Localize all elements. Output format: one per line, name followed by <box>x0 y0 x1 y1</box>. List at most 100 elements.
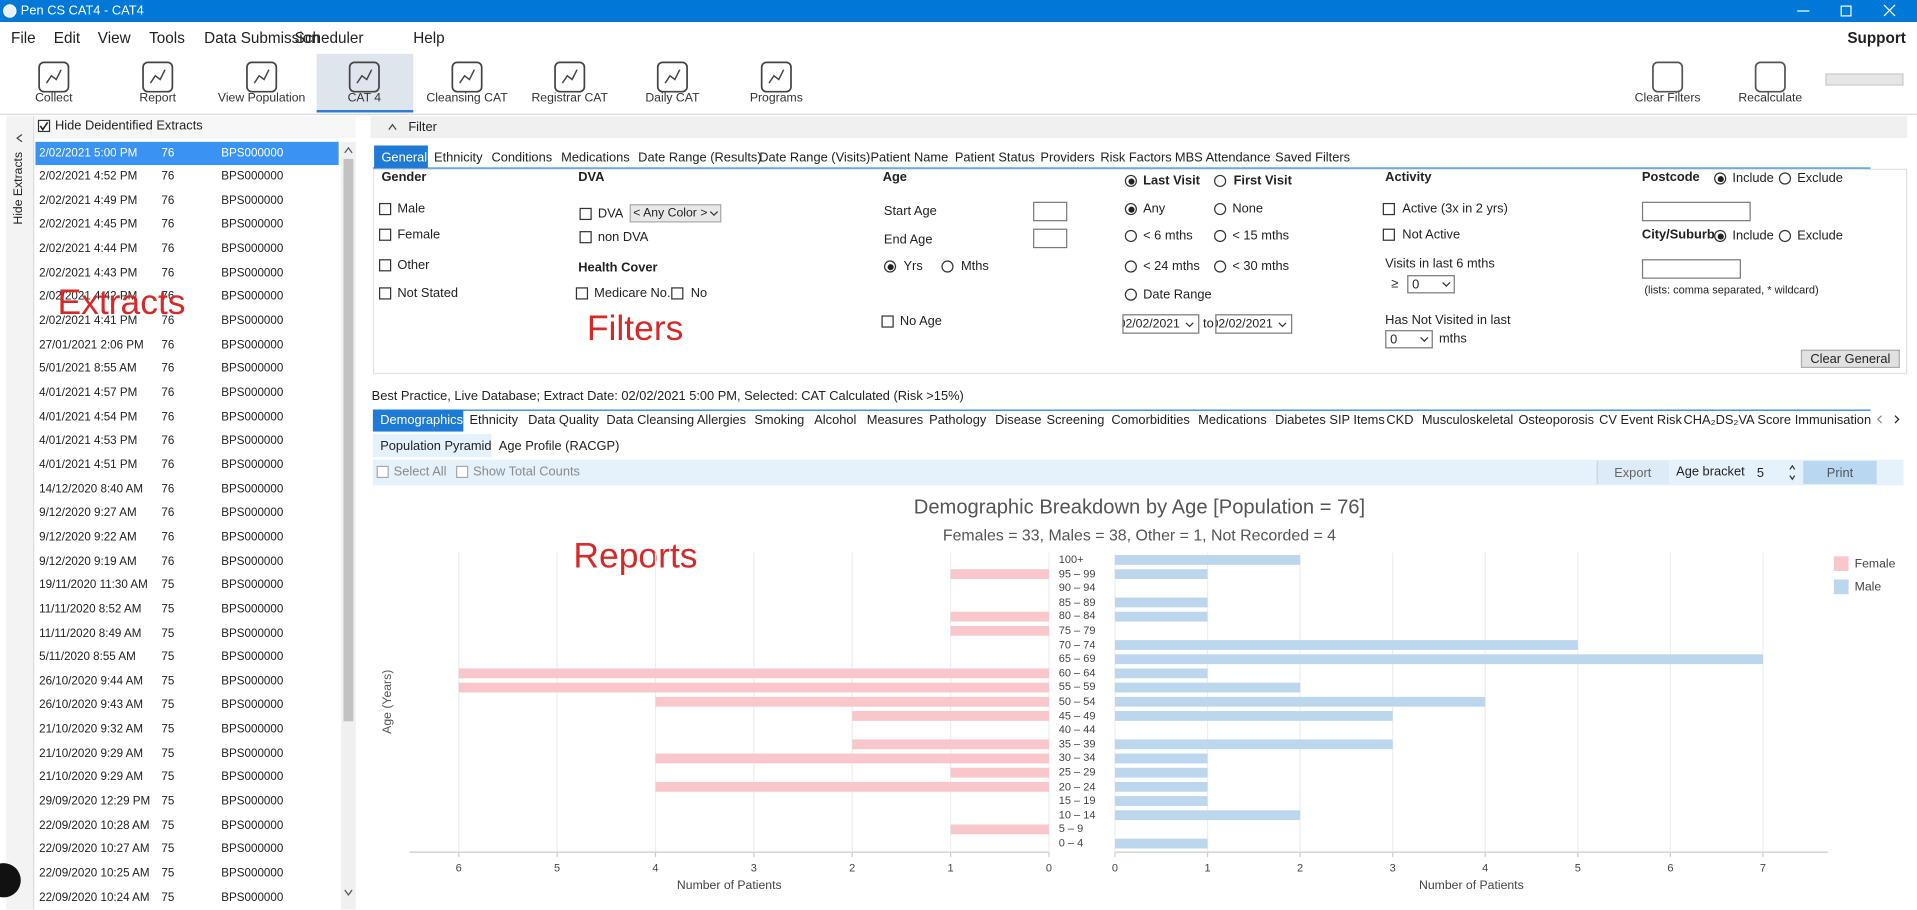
extract-date[interactable]: 9/12/2020 9:22 AM <box>39 530 137 544</box>
tool-button[interactable]: Collect <box>35 91 73 106</box>
extract-date[interactable]: 2/02/2021 4:44 PM <box>39 242 138 256</box>
extract-date[interactable]: 22/09/2020 10:28 AM <box>39 818 150 833</box>
hide-deidentified[interactable]: Hide Deidentified Extracts <box>55 118 203 134</box>
extract-date[interactable]: 11/11/2020 8:52 AM <box>39 602 142 616</box>
extract-date[interactable]: 19/11/2020 11:30 AM <box>39 578 148 592</box>
color-select[interactable] <box>629 204 722 223</box>
filter-tab[interactable]: Risk Factors <box>1100 149 1172 165</box>
tool-button[interactable]: Programs <box>749 91 803 106</box>
radio[interactable] <box>1214 174 1227 188</box>
button-label[interactable]: Print <box>1826 465 1854 480</box>
extract-date[interactable]: 26/10/2020 9:44 AM <box>39 674 144 689</box>
end-age-input[interactable] <box>1033 228 1068 249</box>
extract-date[interactable]: 4/01/2021 4:54 PM <box>39 410 138 424</box>
extract-date[interactable]: 4/01/2021 4:53 PM <box>39 434 138 448</box>
checkbox[interactable] <box>671 287 684 300</box>
sub-tab[interactable]: Population Pyramid <box>380 438 492 454</box>
extract-date[interactable]: 27/01/2021 2:06 PM <box>39 338 144 352</box>
checkbox[interactable] <box>579 231 592 244</box>
checkbox[interactable] <box>579 207 592 221</box>
checkbox[interactable] <box>378 287 392 300</box>
filter-tab[interactable]: Date Range (Results) <box>638 149 762 165</box>
radio[interactable] <box>1214 260 1227 273</box>
filter-tab[interactable]: MBS Attendance <box>1174 149 1271 165</box>
radio[interactable] <box>1124 260 1137 273</box>
filter-tab[interactable]: Patient Name <box>870 149 949 165</box>
extract-date[interactable]: 5/01/2021 8:55 AM <box>39 362 137 376</box>
tool-button[interactable]: Clear Filters <box>1634 91 1701 106</box>
tool-button[interactable]: View Population <box>217 91 306 106</box>
filter-tab[interactable]: General <box>381 149 428 165</box>
checkbox[interactable] <box>456 465 469 479</box>
radio[interactable] <box>941 260 954 273</box>
report-tab[interactable]: Data Quality <box>528 413 599 428</box>
menu-item[interactable]: File <box>11 29 36 47</box>
extract-date[interactable]: 22/09/2020 10:24 AM <box>39 890 150 905</box>
checkbox[interactable] <box>378 228 392 241</box>
sub-tab[interactable]: Age Profile (RACGP) <box>498 438 620 454</box>
extract-date[interactable]: 2/02/2021 4:52 PM <box>39 170 138 184</box>
menu-item[interactable]: View <box>97 29 131 47</box>
checkbox[interactable] <box>378 259 392 272</box>
extract-date[interactable]: 2/02/2021 4:43 PM <box>39 266 138 280</box>
filter-tab[interactable]: Medications <box>561 149 630 165</box>
menu-item[interactable]: Edit <box>53 29 81 47</box>
extract-date[interactable]: 2/02/2021 5:00 PM <box>39 146 138 160</box>
postcode-input[interactable] <box>1641 201 1751 222</box>
extract-date[interactable]: 22/09/2020 10:27 AM <box>39 842 150 857</box>
extract-date[interactable]: 2/02/2021 4:41 PM <box>39 314 138 328</box>
menu-item[interactable]: Help <box>413 29 445 47</box>
clear-general-button[interactable] <box>1800 349 1900 368</box>
extract-date[interactable]: 21/10/2020 9:29 AM <box>39 746 144 761</box>
filter-tab[interactable]: Conditions <box>491 149 553 165</box>
filter-tab[interactable]: Patient Status <box>954 149 1035 165</box>
report-tab[interactable]: Screening <box>1046 413 1105 428</box>
city-input[interactable] <box>1641 259 1741 279</box>
checkbox[interactable] <box>1382 202 1395 216</box>
report-tab[interactable]: CHA₂DS₂VA Score <box>1683 413 1791 428</box>
print-button[interactable] <box>1803 460 1877 485</box>
filter-tab[interactable]: Saved Filters <box>1275 149 1351 165</box>
report-tab[interactable]: Data Cleansing <box>606 413 695 428</box>
report-tab[interactable]: Measures <box>866 413 924 428</box>
option-label[interactable]: Show Total Counts <box>473 464 580 480</box>
report-tab[interactable]: Allergies <box>696 413 747 428</box>
radio[interactable] <box>1124 288 1137 301</box>
radio[interactable] <box>1214 229 1227 243</box>
report-tab[interactable]: Disease <box>995 413 1042 428</box>
extract-date[interactable]: 29/09/2020 12:29 PM <box>39 794 151 809</box>
support-link[interactable]: Support <box>1847 29 1906 47</box>
filter-tab[interactable]: Providers <box>1040 149 1095 165</box>
report-tab[interactable]: Medications <box>1198 413 1267 428</box>
report-tab[interactable]: Ethnicity <box>469 413 518 428</box>
report-tab[interactable]: CKD <box>1386 413 1414 428</box>
report-tab[interactable]: Immunisation <box>1794 413 1872 428</box>
menu-item[interactable]: Tools <box>149 29 185 47</box>
extract-date[interactable]: 11/11/2020 8:49 AM <box>39 626 142 641</box>
report-tab[interactable]: Diabetes SIP Items <box>1275 413 1385 428</box>
extract-date[interactable]: 9/12/2020 9:27 AM <box>39 506 137 520</box>
radio[interactable] <box>1124 229 1137 243</box>
menu-item[interactable]: Data Submission <box>204 29 320 47</box>
tool-button[interactable]: Registrar CAT <box>531 91 608 106</box>
extract-date[interactable]: 9/12/2020 9:19 AM <box>39 554 137 568</box>
extract-date[interactable]: 4/01/2021 4:57 PM <box>39 386 138 400</box>
menu-item[interactable]: Scheduler <box>294 29 364 47</box>
extract-date[interactable]: 22/09/2020 10:25 AM <box>39 866 150 881</box>
extract-date[interactable]: 4/01/2021 4:51 PM <box>39 458 138 472</box>
extract-date[interactable]: 2/02/2021 4:45 PM <box>39 218 138 232</box>
extract-date[interactable]: 5/11/2020 8:55 AM <box>39 650 136 665</box>
radio[interactable] <box>1778 229 1792 243</box>
extract-date[interactable]: 2/02/2021 4:42 PM <box>39 290 138 304</box>
start-age-input[interactable] <box>1033 201 1068 222</box>
visits-select[interactable] <box>1407 275 1455 294</box>
checkbox[interactable] <box>575 287 589 300</box>
radio[interactable] <box>1778 172 1792 185</box>
checkbox[interactable] <box>378 202 392 216</box>
report-tab[interactable]: Smoking <box>754 413 805 428</box>
tool-button[interactable]: Cleansing CAT <box>426 91 508 106</box>
report-tab[interactable]: Alcohol <box>814 413 857 428</box>
filter-tab[interactable]: Date Range (Visits) <box>759 149 871 165</box>
export-button[interactable] <box>1596 460 1669 485</box>
extract-date[interactable]: 2/02/2021 4:49 PM <box>39 194 138 208</box>
